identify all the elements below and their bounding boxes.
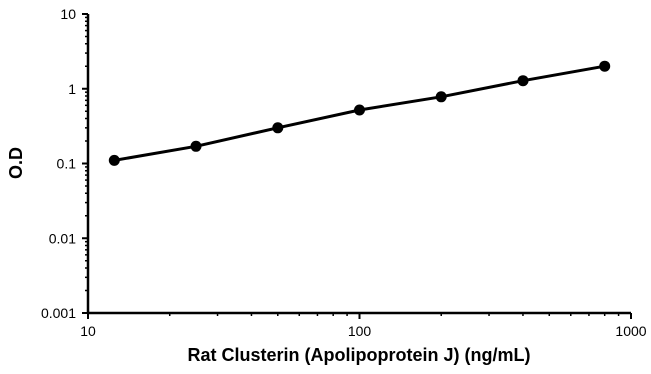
x-tick-label: 1000 bbox=[615, 323, 646, 339]
y-tick-label: 0.001 bbox=[41, 305, 76, 321]
y-tick-label: 1 bbox=[68, 81, 76, 97]
tick-labels: 0.001 0.01 0.1 1 10 10 100 1000 bbox=[41, 6, 647, 339]
y-axis-title: O.D bbox=[6, 147, 26, 179]
x-tick-label: 100 bbox=[348, 323, 372, 339]
axes-layer bbox=[82, 13, 632, 319]
data-point bbox=[599, 60, 611, 72]
y-tick-label: 10 bbox=[60, 6, 76, 22]
data-point bbox=[435, 91, 447, 103]
y-tick-label: 0.01 bbox=[49, 230, 76, 246]
x-tick-label: 10 bbox=[80, 323, 96, 339]
data-point bbox=[108, 154, 120, 166]
y-tick-label: 0.1 bbox=[57, 156, 77, 172]
data-point bbox=[517, 75, 529, 87]
data-point bbox=[190, 140, 202, 152]
data-point bbox=[354, 104, 365, 116]
data-point bbox=[272, 122, 284, 134]
x-axis-title: Rat Clusterin (Apolipoprotein J) (ng/mL) bbox=[188, 345, 531, 365]
series-layer bbox=[108, 60, 611, 166]
